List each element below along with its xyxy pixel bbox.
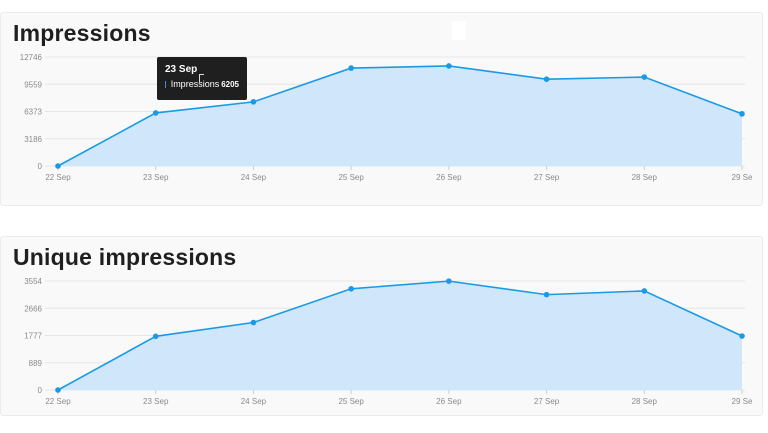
y-tick-label: 6373 — [24, 108, 42, 117]
x-tick-label: 26 Sep — [436, 397, 462, 406]
data-point — [739, 111, 745, 117]
series-swatch-icon — [165, 80, 166, 88]
x-tick-label: 29 Se — [732, 173, 753, 182]
data-point — [446, 63, 452, 69]
blank-box — [452, 21, 466, 40]
series-line — [57, 280, 743, 391]
data-point — [739, 333, 745, 339]
data-point — [250, 319, 257, 326]
data-point — [641, 74, 648, 80]
data-point — [446, 278, 452, 284]
series-area — [58, 281, 742, 390]
x-tick-label: 25 Sep — [338, 173, 364, 182]
y-tick-label: 3554 — [24, 277, 42, 286]
x-tick-label: 26 Sep — [436, 173, 462, 182]
y-tick-label: 3186 — [24, 135, 42, 144]
data-point — [55, 387, 61, 393]
chart-tooltip: 23 Sep Impressions 6205 — [157, 57, 247, 100]
data-point — [250, 99, 257, 105]
data-point — [641, 288, 648, 294]
x-tick-label: 28 Sep — [632, 173, 658, 182]
chart-title: Impressions — [13, 20, 151, 46]
series-line — [57, 65, 743, 167]
y-tick-label: 1777 — [24, 332, 42, 341]
data-point — [543, 291, 550, 298]
tooltip-series-name: Impressions — [170, 79, 220, 89]
y-tick-label: 889 — [29, 359, 43, 368]
y-tick-label: 0 — [38, 386, 43, 395]
x-tick-label: 25 Sep — [338, 397, 364, 406]
y-tick-label: 9559 — [24, 80, 42, 89]
x-tick-label: 29 Se — [732, 397, 753, 406]
data-point — [152, 333, 159, 340]
x-tick-label: 23 Sep — [143, 173, 169, 182]
data-point — [152, 110, 159, 116]
y-tick-label: 0 — [38, 162, 43, 171]
data-point — [55, 163, 61, 169]
data-point — [348, 65, 354, 71]
x-tick-label: 22 Sep — [45, 397, 71, 406]
x-tick-label: 27 Sep — [534, 173, 560, 182]
series-area — [58, 65, 742, 166]
data-point — [348, 285, 354, 292]
y-tick-label: 2666 — [24, 304, 42, 313]
x-tick-label: 28 Sep — [632, 397, 658, 406]
x-tick-label: 27 Sep — [534, 397, 560, 406]
x-tick-label: 23 Sep — [143, 397, 169, 406]
tooltip-row: Impressions 6205 — [165, 79, 239, 89]
tooltip-title: 23 Sep — [165, 64, 198, 75]
x-tick-label: 24 Sep — [241, 397, 267, 406]
y-tick-label: 12746 — [20, 53, 43, 62]
chart-title: Unique impressions — [13, 244, 237, 270]
x-tick-label: 22 Sep — [45, 173, 71, 182]
x-tick-label: 24 Sep — [241, 173, 267, 182]
data-point — [543, 76, 550, 83]
mouse-cursor-icon — [199, 74, 204, 82]
tooltip-value: 6205 — [221, 79, 239, 89]
